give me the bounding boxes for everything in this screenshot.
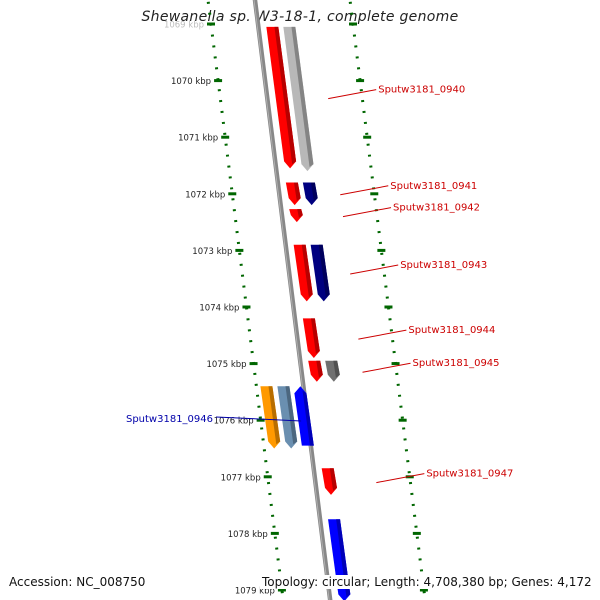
label-leader-line bbox=[215, 416, 302, 422]
gene-label-text: Sputw3181_0946 bbox=[126, 414, 213, 425]
label-leader-line bbox=[376, 473, 425, 484]
gene-sputw3181_0945[interactable] bbox=[308, 360, 323, 382]
genome-axis bbox=[252, 0, 333, 600]
scale-tick-label: 1077 kbp bbox=[221, 473, 261, 483]
page-title: Shewanella sp. W3-18-1, complete genome bbox=[141, 9, 459, 25]
gene-shade bbox=[301, 244, 313, 298]
gene-track bbox=[260, 26, 351, 600]
gene-label-text: Sputw3181_0940 bbox=[378, 85, 465, 96]
scale-tick-label: 1071 kbp bbox=[178, 134, 218, 144]
gene-shade bbox=[293, 182, 301, 201]
gene-label-text: Sputw3181_0944 bbox=[408, 325, 495, 336]
gene-feature[interactable] bbox=[283, 26, 314, 172]
gene-shade bbox=[268, 386, 281, 445]
label-leader-line bbox=[342, 207, 392, 218]
gene-shade bbox=[329, 468, 338, 491]
gene-feature[interactable] bbox=[325, 360, 340, 382]
gene-sputw3181_0943[interactable] bbox=[293, 244, 313, 302]
gene-sputw3181_0944[interactable] bbox=[302, 318, 320, 358]
gene-label-sputw3181_0947[interactable]: Sputw3181_0947 bbox=[376, 469, 513, 484]
label-leader-line bbox=[340, 185, 389, 196]
scale-tick-label: 1073 kbp bbox=[192, 247, 232, 257]
gene-shade bbox=[291, 26, 314, 167]
gene-shade bbox=[333, 360, 340, 378]
scale-tick-label: 1079 kbp bbox=[235, 587, 275, 597]
gene-feature[interactable] bbox=[302, 182, 318, 206]
scale-tick-label: 1074 kbp bbox=[199, 304, 239, 314]
scale-tick-label: 1070 kbp bbox=[171, 77, 211, 87]
gene-label-text: Sputw3181_0941 bbox=[390, 181, 477, 192]
gene-label-sputw3181_0940[interactable]: Sputw3181_0940 bbox=[328, 85, 465, 100]
gene-shade bbox=[316, 360, 323, 378]
gene-label-sputw3181_0943[interactable]: Sputw3181_0943 bbox=[350, 260, 487, 275]
scale-ticks: 1069 kbp 1070 kbp 1071 kbp 1072 kbp 1073 kbp… bbox=[164, 0, 428, 600]
gene-labels: Sputw3181_0940 Sputw3181_0941 Sputw3181_09… bbox=[126, 85, 513, 484]
gene-feature[interactable] bbox=[310, 244, 330, 302]
gene-label-sputw3181_0944[interactable]: Sputw3181_0944 bbox=[358, 325, 495, 340]
gene-label-text: Sputw3181_0947 bbox=[426, 469, 513, 480]
gene-label-text: Sputw3181_0942 bbox=[393, 203, 480, 214]
gene-feature[interactable] bbox=[260, 386, 281, 449]
scale-tick-label: 1072 kbp bbox=[185, 190, 225, 200]
gene-shade bbox=[302, 390, 314, 446]
gene-shade bbox=[297, 209, 303, 218]
accession-text: Accession: NC_008750 bbox=[7, 575, 148, 589]
gene-label-text: Sputw3181_0945 bbox=[413, 358, 500, 369]
scale-tick-label: 1078 kbp bbox=[228, 530, 268, 540]
gene-label-text: Sputw3181_0943 bbox=[400, 260, 487, 271]
gene-shade bbox=[274, 26, 297, 165]
gene-shade bbox=[310, 182, 318, 201]
label-leader-line bbox=[362, 362, 411, 373]
gene-sputw3181_0941[interactable] bbox=[285, 182, 301, 206]
scale-tick-label: 1075 kbp bbox=[206, 360, 246, 370]
scale-tick-label: 1069 kbp bbox=[164, 21, 204, 31]
gene-shade bbox=[318, 244, 330, 298]
gene-label-sputw3181_0946[interactable]: Sputw3181_0946 bbox=[126, 414, 302, 425]
left-scale-rail bbox=[206, 0, 285, 600]
gene-sputw3181_0946[interactable] bbox=[294, 386, 314, 446]
gene-feature[interactable] bbox=[277, 386, 298, 449]
gene-sputw3181_0940[interactable] bbox=[266, 26, 297, 169]
genome-axis-highlight bbox=[253, 0, 330, 600]
gene-label-sputw3181_0945[interactable]: Sputw3181_0945 bbox=[362, 358, 500, 373]
label-leader-line bbox=[358, 329, 407, 340]
gene-sputw3181_0942[interactable] bbox=[289, 209, 303, 223]
gene-shade bbox=[310, 318, 320, 354]
label-leader-line bbox=[328, 89, 377, 100]
genome-axis-line bbox=[252, 0, 333, 600]
topology-text: Topology: circular; Length: 4,708,380 bp… bbox=[260, 575, 594, 589]
scale-tick-label: 1076 kbp bbox=[214, 417, 254, 427]
label-leader-line bbox=[350, 264, 399, 275]
gene-shade bbox=[285, 386, 298, 445]
gene-label-sputw3181_0941[interactable]: Sputw3181_0941 bbox=[340, 181, 477, 196]
gene-sputw3181_0947[interactable] bbox=[321, 468, 338, 495]
gene-label-sputw3181_0942[interactable]: Sputw3181_0942 bbox=[342, 203, 480, 218]
